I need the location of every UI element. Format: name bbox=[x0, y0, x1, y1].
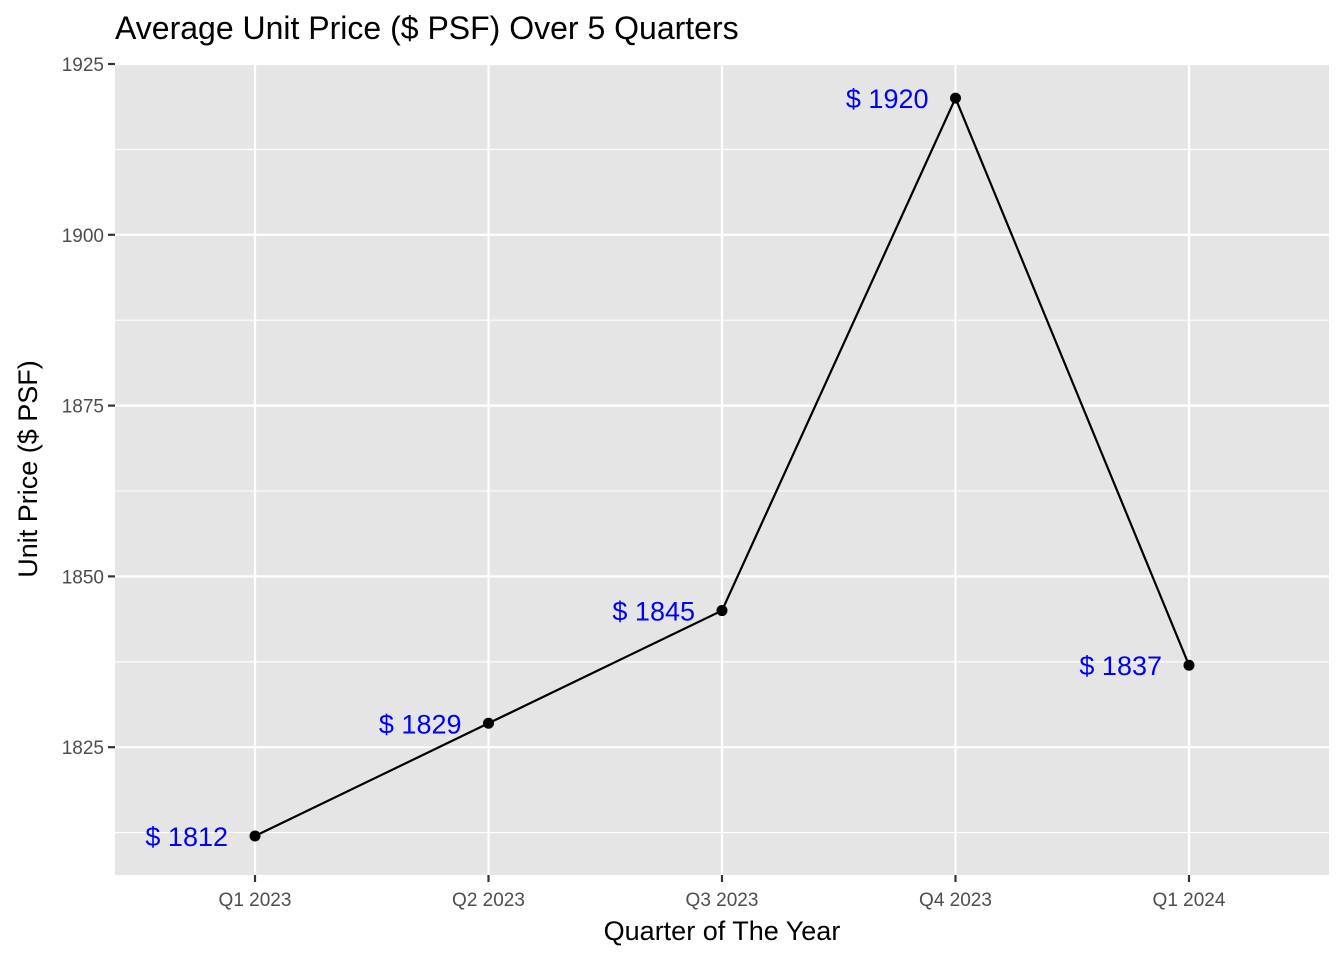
data-labels: $ 1812 $ 1829 $ 1845 $ 1920 $ 1837 bbox=[145, 84, 1162, 852]
x-axis-title: Quarter of The Year bbox=[604, 916, 841, 946]
data-label: $ 1812 bbox=[145, 822, 228, 852]
x-tick-label: Q2 2023 bbox=[452, 890, 525, 911]
x-tick-label: Q4 2023 bbox=[919, 890, 992, 911]
x-tick-label: Q3 2023 bbox=[686, 890, 759, 911]
data-label: $ 1845 bbox=[612, 597, 695, 627]
y-axis: 1825 1850 1875 1900 1925 bbox=[62, 55, 115, 759]
data-label: $ 1837 bbox=[1079, 651, 1162, 681]
x-axis: Q1 2023 Q2 2023 Q3 2023 Q4 2023 Q1 2024 bbox=[219, 875, 1226, 911]
data-points bbox=[249, 92, 1195, 842]
y-tick-label: 1825 bbox=[62, 738, 104, 759]
major-gridlines bbox=[115, 62, 1329, 875]
chart-title: Average Unit Price ($ PSF) Over 5 Quarte… bbox=[115, 10, 739, 46]
y-tick-label: 1925 bbox=[62, 55, 104, 76]
y-tick-label: 1900 bbox=[62, 226, 104, 247]
data-point bbox=[1183, 659, 1195, 671]
data-point bbox=[249, 830, 261, 842]
data-point bbox=[950, 92, 961, 104]
y-tick-label: 1850 bbox=[62, 567, 104, 588]
x-tick-label: Q1 2023 bbox=[219, 890, 292, 911]
data-label: $ 1829 bbox=[379, 709, 462, 739]
data-point bbox=[483, 717, 494, 729]
data-label: $ 1920 bbox=[846, 84, 929, 114]
data-point bbox=[716, 605, 728, 617]
x-tick-label: Q1 2024 bbox=[1153, 890, 1226, 911]
y-tick-label: 1875 bbox=[62, 397, 104, 418]
y-axis-title: Unit Price ($ PSF) bbox=[13, 360, 43, 578]
